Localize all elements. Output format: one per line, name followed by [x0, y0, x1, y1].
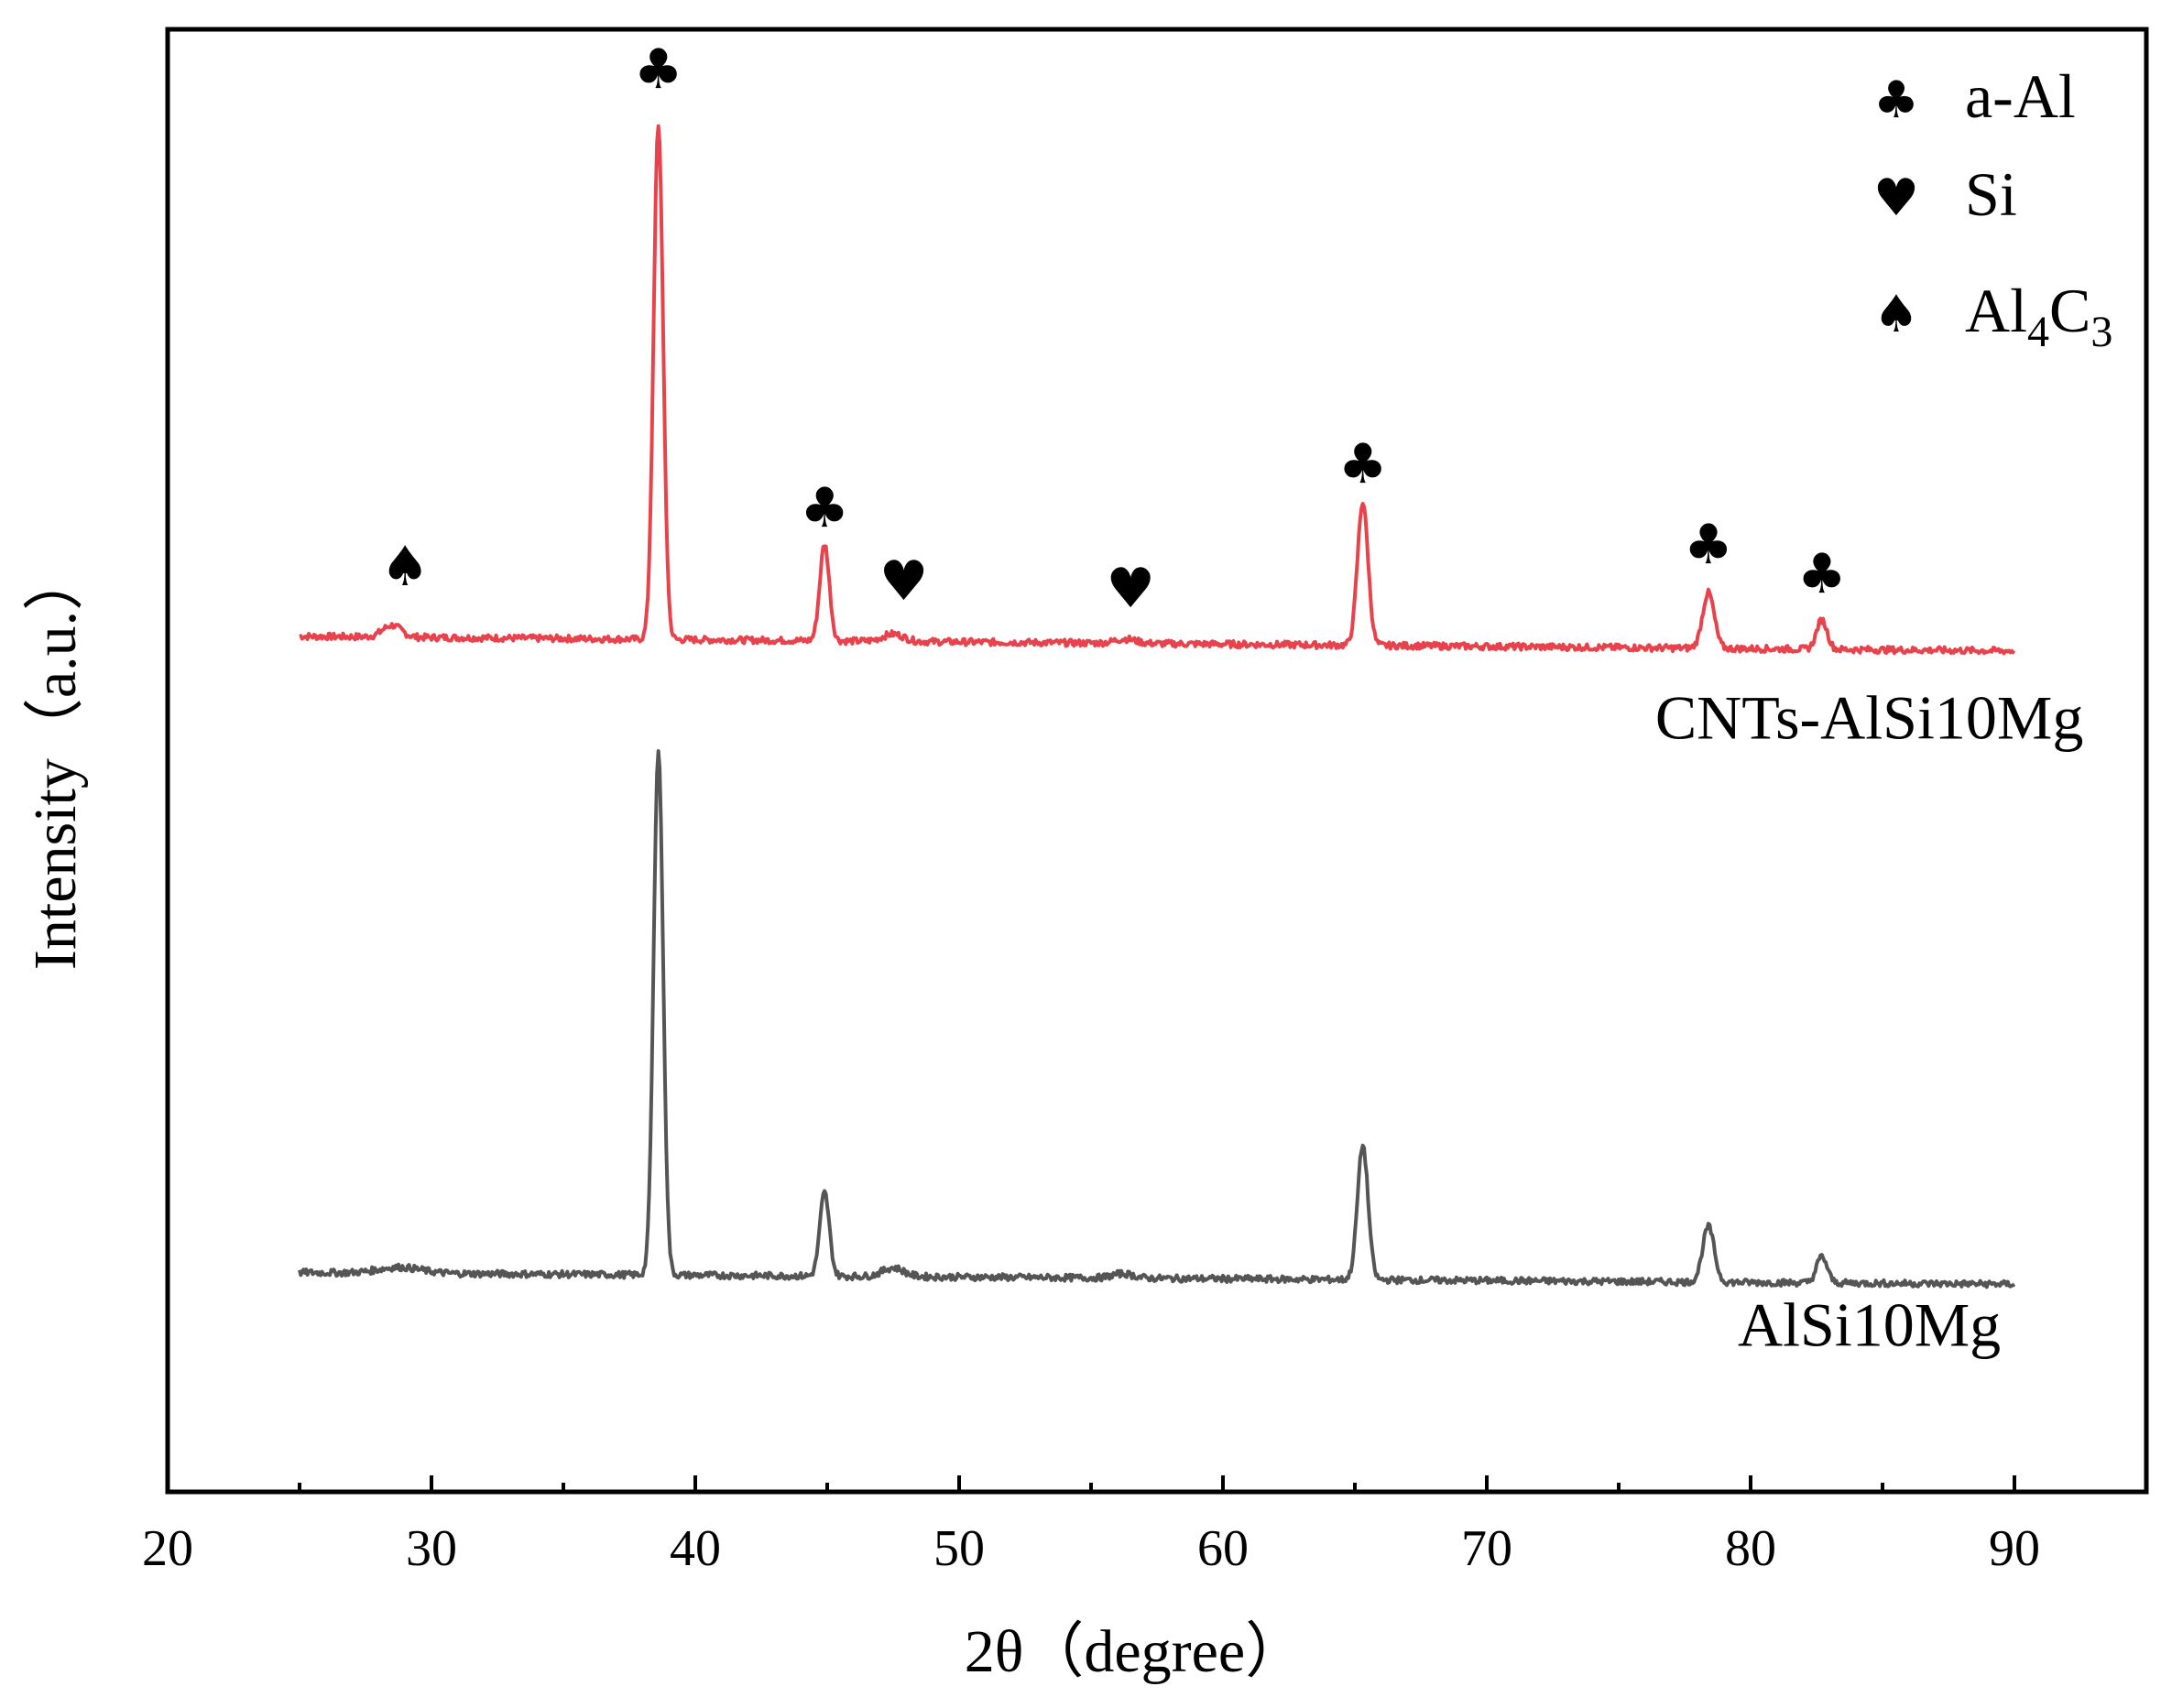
- peak-marker-si: ♥: [879, 549, 929, 614]
- x-tick-label: 80: [1725, 1520, 1776, 1577]
- series-line: [299, 124, 2016, 656]
- series-line: [298, 749, 2016, 1289]
- series-label: CNTs-AlSi10Mg: [1655, 683, 2084, 753]
- x-tick-label: 70: [1461, 1520, 1512, 1577]
- series-group: [298, 124, 2016, 1289]
- x-tick-label: 60: [1197, 1520, 1249, 1577]
- peak-marker-a-al: ♣: [1338, 432, 1388, 496]
- plot-frame: [165, 27, 2149, 1495]
- x-axis-ticks: [166, 1475, 2016, 1492]
- peak-marker-si: ♥: [1106, 557, 1155, 621]
- x-axis-title: 2θ（degree）: [965, 1618, 1305, 1685]
- peak-marker-a-al: ♣: [634, 38, 683, 102]
- series-labels: CNTs-AlSi10Mg AlSi10Mg: [1655, 683, 2084, 1360]
- legend-label: a-Al: [1965, 61, 2076, 131]
- legend-label: Al4C3: [1965, 276, 2112, 356]
- x-tick-label: 90: [1989, 1520, 2040, 1577]
- legend-symbol-icon: ♠: [1873, 285, 1919, 344]
- legend-symbol-icon: ♣: [1873, 71, 1919, 130]
- x-tick-label: 50: [933, 1520, 985, 1577]
- legend: ♣ a-Al ♥ Si ♠ Al4C3: [1873, 61, 2112, 356]
- peak-marker-al4c3: ♠: [380, 535, 430, 599]
- legend-symbol-icon: ♥: [1873, 169, 1919, 228]
- x-tick-label: 30: [406, 1520, 457, 1577]
- peak-annotations: ♠ ♣ ♣ ♥ ♥ ♣ ♣ ♣: [380, 38, 1846, 621]
- peak-marker-a-al: ♣: [1684, 513, 1733, 577]
- x-tick-label: 20: [142, 1520, 193, 1577]
- y-axis-title: Intensity（a.u.）: [22, 550, 89, 970]
- series-label: AlSi10Mg: [1738, 1289, 2001, 1359]
- peak-marker-a-al: ♣: [1797, 542, 1847, 606]
- peak-marker-a-al: ♣: [800, 476, 849, 540]
- x-tick-label: 40: [670, 1520, 721, 1577]
- legend-label: Si: [1965, 159, 2017, 229]
- x-axis-tick-labels: 20 30 40 50 60 70 80 90: [142, 1520, 2040, 1577]
